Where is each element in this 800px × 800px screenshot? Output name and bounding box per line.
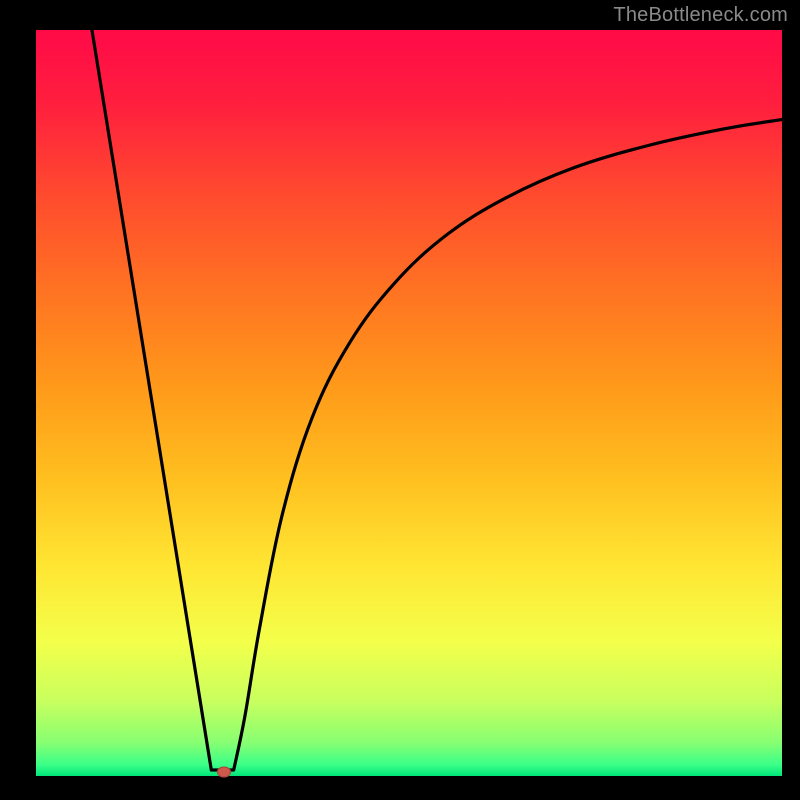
bottleneck-curve <box>92 30 782 770</box>
chart-stage: TheBottleneck.com <box>0 0 800 800</box>
optimum-marker <box>217 766 231 777</box>
watermark-text: TheBottleneck.com <box>613 4 788 27</box>
plot-frame <box>36 30 782 776</box>
curve-layer <box>36 30 782 776</box>
